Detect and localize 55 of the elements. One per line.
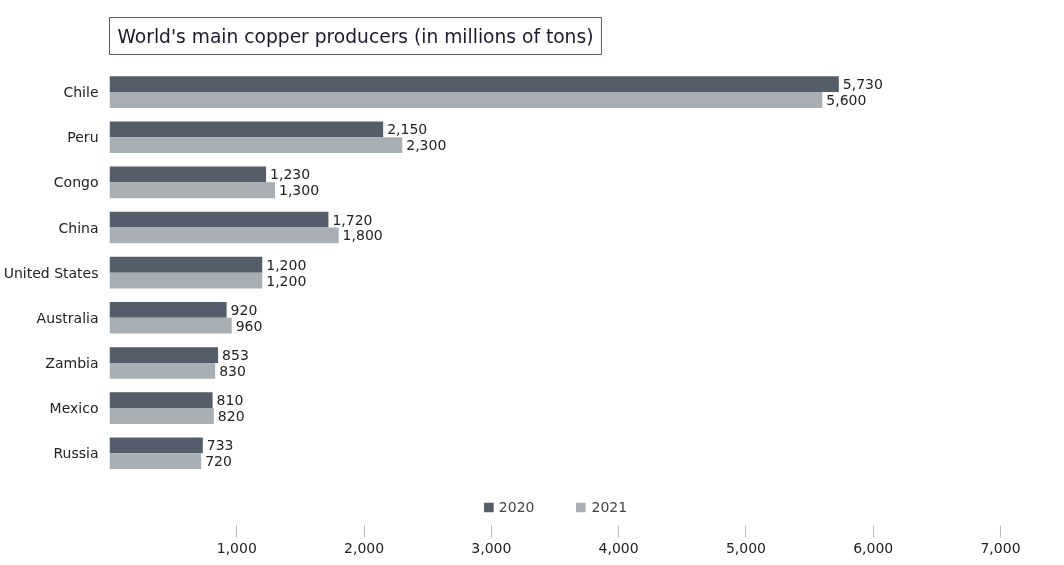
x-tick-label: 4,000 bbox=[598, 539, 639, 556]
y-tick-label: United States bbox=[3, 264, 99, 281]
bar bbox=[109, 166, 267, 183]
bar bbox=[109, 92, 823, 108]
bar bbox=[109, 272, 263, 289]
legend-label: 2020 bbox=[498, 499, 535, 515]
data-label: 1,200 bbox=[266, 256, 307, 273]
y-tick-label: Russia bbox=[53, 445, 99, 462]
data-label: 820 bbox=[217, 408, 245, 425]
data-label: 810 bbox=[216, 392, 244, 409]
bar bbox=[109, 392, 213, 409]
y-tick-label: Australia bbox=[36, 309, 99, 326]
data-label: 960 bbox=[235, 317, 263, 334]
bar bbox=[109, 121, 384, 138]
data-label: 1,720 bbox=[332, 211, 373, 228]
y-tick-label: Chile bbox=[63, 84, 99, 101]
data-label: 853 bbox=[222, 347, 249, 364]
x-tick-label: 1,000 bbox=[216, 539, 257, 556]
bar bbox=[109, 347, 219, 363]
bar bbox=[109, 227, 339, 244]
bar bbox=[109, 137, 403, 154]
data-label: 2,150 bbox=[387, 121, 428, 138]
bar bbox=[109, 182, 275, 199]
y-tick-label: Zambia bbox=[45, 354, 99, 371]
data-label: 1,230 bbox=[270, 166, 311, 183]
data-label: 1,800 bbox=[342, 227, 383, 244]
data-label: 5,730 bbox=[842, 76, 883, 93]
bar bbox=[109, 408, 214, 424]
bar bbox=[109, 437, 203, 454]
x-tick-label: 5,000 bbox=[725, 539, 766, 556]
bar bbox=[109, 256, 263, 273]
data-label: 720 bbox=[205, 453, 232, 470]
y-tick-label: China bbox=[58, 219, 99, 236]
data-label: 733 bbox=[206, 437, 234, 454]
x-tick-label: 3,000 bbox=[471, 539, 512, 556]
bar bbox=[109, 453, 202, 470]
y-tick-label: Congo bbox=[53, 174, 99, 191]
x-tick-label: 6,000 bbox=[853, 539, 894, 556]
chart-title: World's main copper producers (in millions of tons) bbox=[117, 25, 594, 47]
bar bbox=[109, 362, 216, 379]
data-label: 1,200 bbox=[266, 272, 307, 289]
bar bbox=[109, 317, 232, 334]
data-label: 2,300 bbox=[406, 137, 447, 154]
data-label: 5,600 bbox=[826, 91, 867, 108]
data-label: 1,300 bbox=[278, 182, 320, 199]
x-tick-label: 7,000 bbox=[980, 539, 1021, 556]
y-tick-label: Mexico bbox=[49, 400, 99, 417]
legend-label: 2021 bbox=[591, 499, 628, 515]
x-tick-label: 2,000 bbox=[344, 539, 385, 556]
bar bbox=[109, 302, 227, 318]
bar bbox=[109, 211, 329, 228]
y-tick-label: Peru bbox=[67, 129, 99, 146]
bar bbox=[109, 76, 839, 93]
data-label: 830 bbox=[219, 362, 246, 379]
data-label: 920 bbox=[230, 301, 258, 318]
